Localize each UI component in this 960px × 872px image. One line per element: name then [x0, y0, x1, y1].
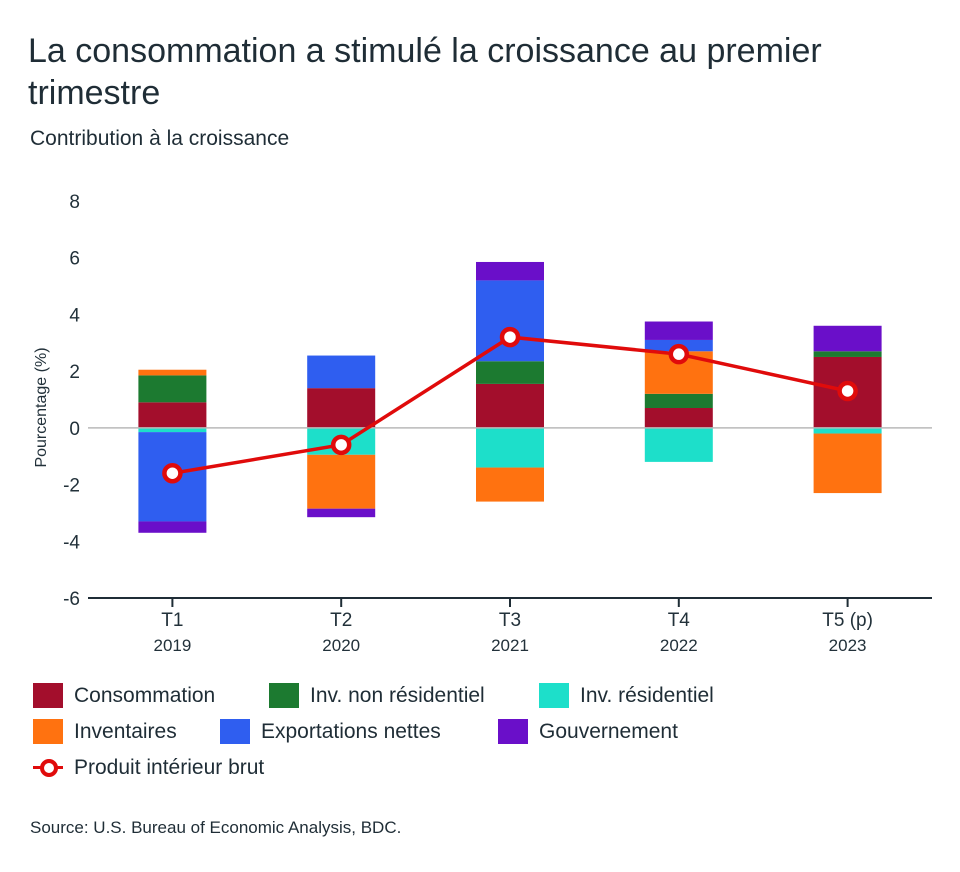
x-tick-year-label: 2021 — [491, 636, 529, 655]
bar-segment-gouvernement — [307, 508, 376, 518]
legend-row-1: Consommation Inv. non résidentiel Inv. r… — [33, 683, 933, 719]
legend-label: Inventaires — [74, 719, 177, 743]
legend-item-gouvernement: Gouvernement — [498, 719, 678, 744]
x-tick-label: T5 (p) — [822, 610, 873, 631]
legend-swatch-consommation — [33, 683, 63, 708]
y-tick-label: 0 — [69, 419, 80, 440]
gdp-point — [330, 434, 352, 456]
legend-swatch-inv-residentiel — [539, 683, 569, 708]
legend: Consommation Inv. non résidentiel Inv. r… — [33, 683, 933, 791]
gdp-point — [162, 462, 183, 484]
legend-item-inventaires: Inventaires — [33, 719, 177, 744]
bar-segment-gouvernement — [644, 321, 713, 340]
gdp-point — [668, 343, 690, 365]
legend-label: Produit intérieur brut — [74, 755, 265, 779]
legend-swatch-exportations-nettes — [220, 719, 250, 744]
y-tick-label: 8 — [69, 192, 80, 213]
legend-item-pib: Produit intérieur brut — [33, 755, 264, 780]
source-note: Source: U.S. Bureau of Economic Analysis… — [30, 818, 402, 837]
y-axis-title: Pourcentage (%) — [33, 347, 50, 467]
legend-swatch-pib-line — [33, 755, 63, 780]
bar-segment-inv-non-residentiel — [813, 351, 882, 357]
legend-swatch-inventaires — [33, 719, 63, 744]
bar-segment-consommation — [476, 383, 544, 428]
y-tick-label: -6 — [63, 589, 80, 610]
bar-segment-gouvernement — [476, 261, 544, 281]
bar-segment-inv-residentiel — [476, 427, 544, 468]
legend-label: Gouvernement — [539, 719, 678, 743]
legend-label: Consommation — [74, 683, 216, 707]
gdp-point — [837, 380, 858, 402]
x-tick-label: T4 — [668, 610, 691, 631]
bar-segment-inv-residentiel — [813, 427, 882, 434]
y-tick-label: -4 — [63, 532, 80, 553]
x-tick-year-label: 2023 — [829, 636, 867, 655]
x-tick-label: T3 — [499, 610, 521, 631]
bar-segment-inv-residentiel — [644, 427, 713, 462]
bar-segment-gouvernement — [138, 521, 207, 533]
legend-item-consommation: Consommation — [33, 683, 215, 708]
y-tick-label: 4 — [69, 305, 80, 326]
x-tick-label: T2 — [330, 610, 352, 631]
gdp-point — [499, 326, 521, 348]
bar-segment-exportations-nettes — [476, 280, 544, 362]
bar-segment-consommation — [307, 388, 376, 428]
stacked-bar-chart: 8 6 4 2 0 -2 -4 -6 Pourcentage (%) T1 2019 T2 2020 T3… — [33, 192, 932, 655]
bar-segment-inv-non-residentiel — [644, 393, 713, 409]
bar-segment-inventaires — [476, 467, 544, 502]
y-tick-label: 6 — [69, 249, 80, 270]
bar-segment-consommation — [644, 408, 713, 428]
bar-segment-inventaires — [813, 433, 882, 494]
bar-segment-inv-non-residentiel — [138, 375, 207, 403]
x-tick-label: T1 — [161, 610, 183, 631]
legend-item-exportations-nettes: Exportations nettes — [220, 719, 441, 744]
legend-row-3: Produit intérieur brut — [33, 755, 933, 791]
legend-label: Exportations nettes — [261, 719, 441, 743]
legend-item-inv-non-residentiel: Inv. non résidentiel — [269, 683, 485, 708]
bar-segment-consommation — [138, 402, 207, 428]
bar-segment-inv-residentiel — [138, 427, 207, 433]
bar-segment-gouvernement — [813, 325, 882, 352]
x-tick-year-label: 2019 — [153, 636, 191, 655]
legend-label: Inv. non résidentiel — [310, 683, 485, 707]
legend-swatch-inv-non-residentiel — [269, 683, 299, 708]
chart-title: La consommation a stimulé la croissance … — [28, 32, 822, 112]
chart-subtitle: Contribution à la croissance — [30, 127, 290, 150]
bar-segment-inventaires — [138, 369, 207, 376]
bar-segment-exportations-nettes — [307, 355, 376, 389]
x-tick-year-label: 2022 — [660, 636, 698, 655]
bar-segment-inventaires — [307, 454, 376, 509]
legend-item-inv-residentiel: Inv. résidentiel — [539, 683, 714, 708]
y-tick-label: -2 — [63, 476, 80, 497]
legend-row-2: Inventaires Exportations nettes Gouverne… — [33, 719, 933, 755]
x-tick-year-label: 2020 — [322, 636, 360, 655]
legend-label: Inv. résidentiel — [580, 683, 714, 707]
y-tick-label: 2 — [69, 362, 80, 383]
bar-segment-inv-non-residentiel — [476, 361, 544, 384]
legend-swatch-gouvernement — [498, 719, 528, 744]
